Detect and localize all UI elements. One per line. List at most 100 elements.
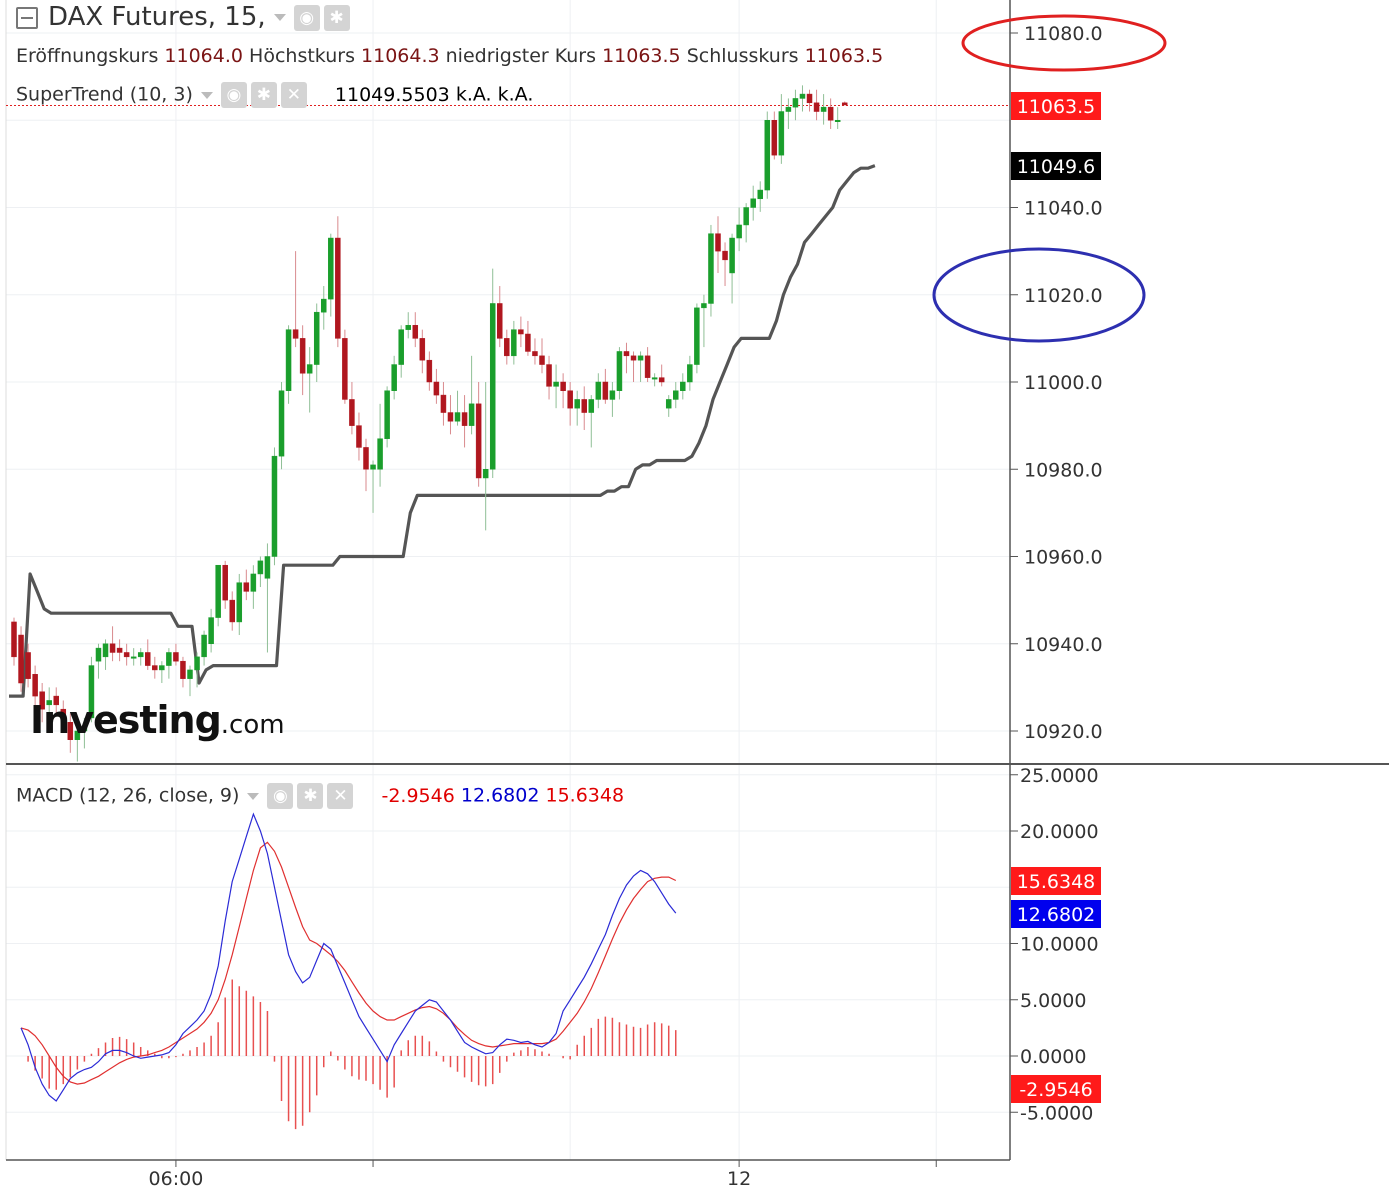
macd-hist-badge: -2.9546 <box>1011 1075 1101 1103</box>
macd-label[interactable]: MACD (12, 26, close, 9) <box>16 784 240 807</box>
time-tick-label: 12 <box>727 1168 751 1190</box>
supertrend-value: 11049.5503 <box>334 83 450 106</box>
candle-body <box>321 298 327 313</box>
candle-body <box>229 599 235 623</box>
candle <box>229 591 235 631</box>
candle <box>412 312 419 348</box>
candle <box>750 185 756 221</box>
candle <box>426 351 433 391</box>
candle <box>637 351 644 382</box>
candle <box>715 216 721 273</box>
candle-body <box>187 669 193 679</box>
candle-body <box>342 338 348 400</box>
supertrend-label[interactable]: SuperTrend (10, 3) <box>16 83 193 106</box>
close-icon[interactable]: ✕ <box>327 783 354 809</box>
candle-body <box>461 412 468 426</box>
candle <box>771 111 778 160</box>
eye-icon[interactable]: ◉ <box>293 4 320 31</box>
plot-background <box>6 0 1010 1160</box>
candle <box>694 303 700 374</box>
annotation-ellipse-red <box>961 14 1167 72</box>
candle-body <box>665 399 672 409</box>
candle <box>102 639 109 670</box>
candle <box>602 368 609 404</box>
price-tick-label: 10960.0 <box>1024 547 1103 569</box>
candle-body <box>46 700 52 706</box>
candle-body <box>489 303 496 470</box>
candle-body <box>433 381 440 396</box>
candle-body <box>623 351 630 357</box>
candle <box>687 355 693 391</box>
chevron-down-icon[interactable] <box>200 91 213 99</box>
candle <box>243 569 250 601</box>
candle-body <box>715 233 721 252</box>
candle-body <box>806 93 813 104</box>
candle-body <box>834 120 841 122</box>
close-icon[interactable]: ✕ <box>280 82 307 108</box>
candle <box>454 390 461 426</box>
candle-body <box>356 425 362 448</box>
candle-body <box>581 399 587 413</box>
candle <box>539 338 545 374</box>
candle <box>461 395 468 448</box>
candle <box>630 351 637 382</box>
candle <box>116 639 123 662</box>
chevron-down-icon[interactable] <box>247 792 260 800</box>
annotation-ellipse-blue <box>932 247 1146 343</box>
candle-body <box>292 329 299 339</box>
candle <box>328 233 334 317</box>
candle <box>658 364 665 387</box>
candle <box>497 286 503 348</box>
price-tick-label: 11020.0 <box>1024 285 1103 307</box>
candle <box>208 608 214 653</box>
candle-body <box>264 556 271 579</box>
candle-body <box>208 617 214 645</box>
candle-body <box>764 120 771 191</box>
price-tick-label: 11080.0 <box>1024 23 1103 45</box>
close-value: 11063.5 <box>804 45 884 67</box>
collapse-icon[interactable] <box>16 6 38 29</box>
candle-body <box>841 102 848 106</box>
candle-body <box>328 237 334 300</box>
candle <box>433 368 440 404</box>
candle <box>729 233 735 304</box>
candle-body <box>201 634 207 658</box>
candle-body <box>32 674 38 697</box>
candle-body <box>60 708 67 723</box>
gear-icon[interactable]: ✱ <box>323 4 350 31</box>
candle <box>419 329 426 374</box>
gear-icon[interactable]: ✱ <box>297 783 324 809</box>
candle-body <box>630 355 637 361</box>
macd-tick-label: 10.0000 <box>1020 934 1099 956</box>
candle-body <box>644 355 651 378</box>
eye-icon[interactable]: ◉ <box>220 82 247 108</box>
eye-icon[interactable]: ◉ <box>267 783 294 809</box>
candle-body <box>637 355 644 361</box>
chevron-down-icon[interactable] <box>273 14 286 21</box>
candle <box>468 355 475 435</box>
candle-body <box>447 412 454 422</box>
candle-body <box>313 311 320 365</box>
candle <box>356 412 362 461</box>
candle <box>180 656 186 688</box>
candle <box>109 626 116 662</box>
ohlc-legend: Eröffnungskurs 11064.0 Höchstkurs 11064.… <box>16 45 883 67</box>
candle <box>398 325 404 378</box>
candle <box>644 347 651 382</box>
candle-body <box>152 665 158 671</box>
last-price-badge-text: 11063.5 <box>1017 96 1096 118</box>
gear-icon[interactable]: ✱ <box>250 82 277 108</box>
candle <box>215 564 221 627</box>
candle <box>447 395 454 435</box>
candle-body <box>729 237 735 274</box>
grid-layer <box>5 0 1389 1160</box>
candle <box>123 643 130 666</box>
candle <box>511 320 517 365</box>
candle <box>595 373 602 409</box>
candle <box>11 617 17 666</box>
candle <box>391 355 397 400</box>
price-layer <box>6 85 1010 762</box>
supertrend-na-2: k.A. <box>497 83 534 106</box>
candle-body <box>792 98 799 108</box>
